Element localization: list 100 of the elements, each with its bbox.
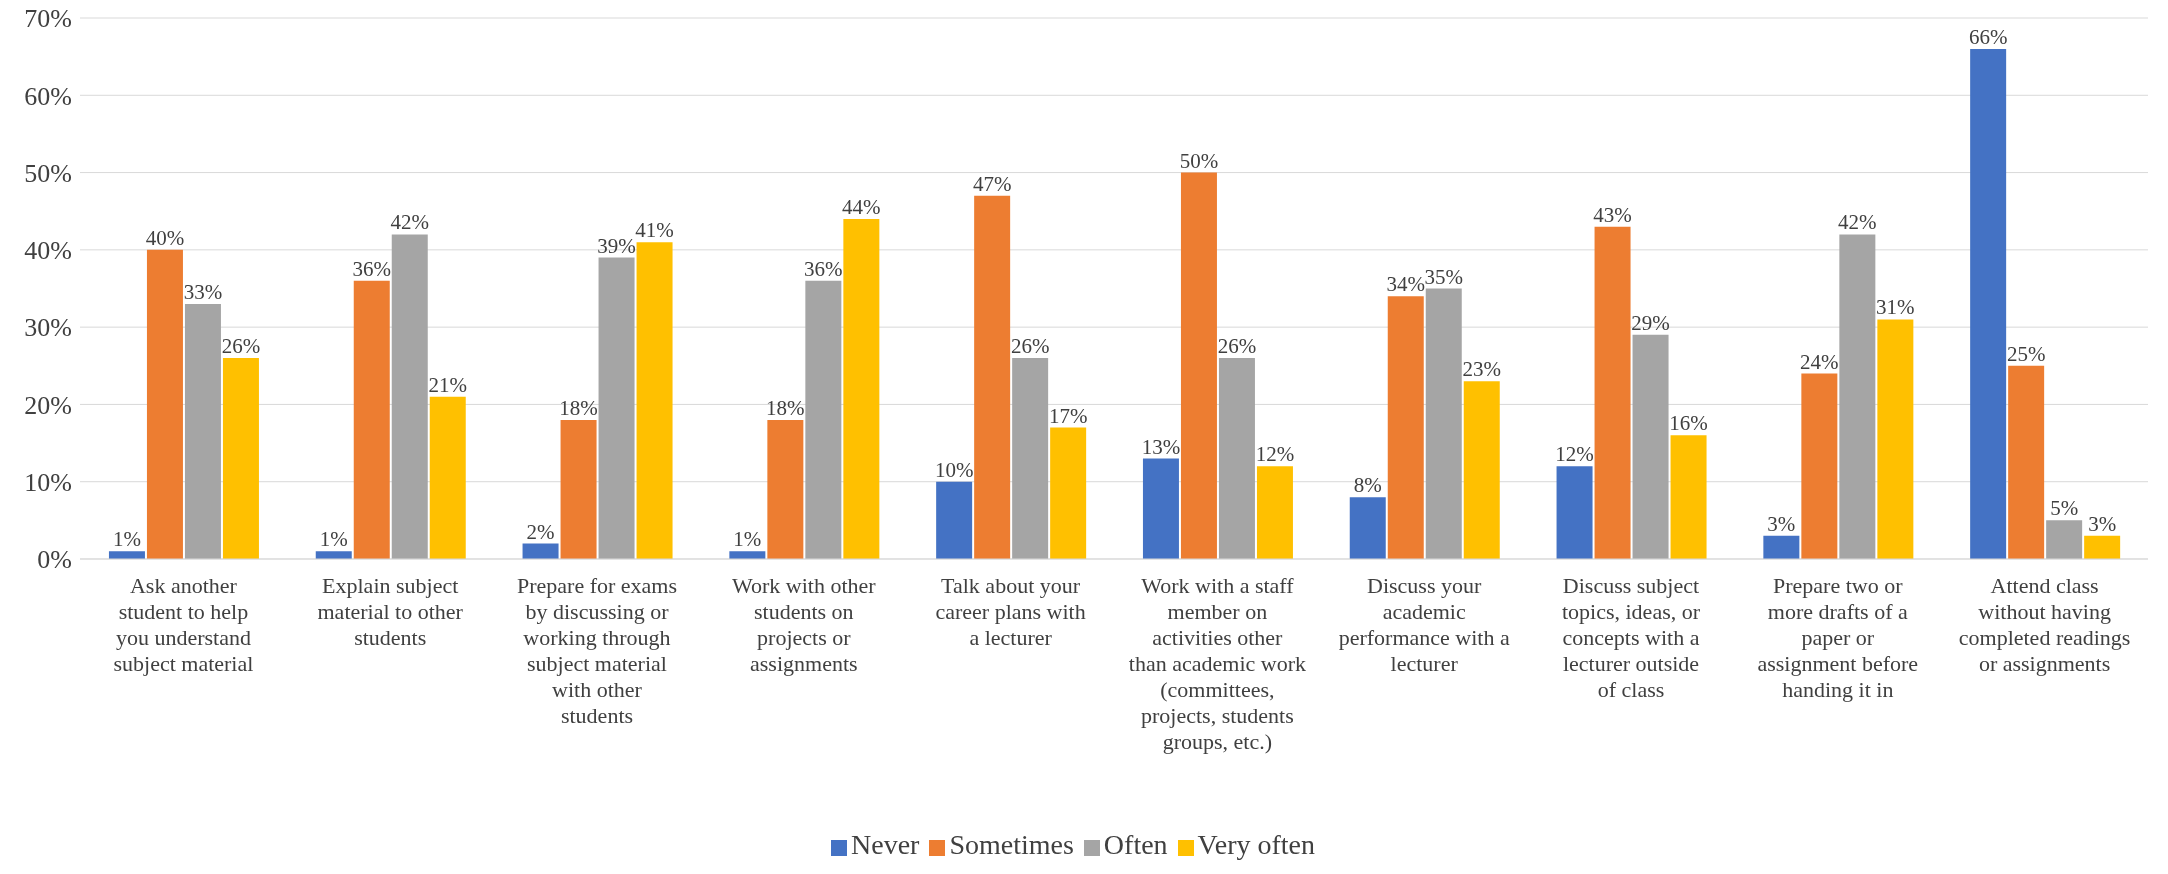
data-label: 1% — [733, 527, 762, 552]
data-label: 36% — [352, 256, 391, 281]
bar — [560, 419, 597, 559]
x-tick-label: Explain subject material to other students — [317, 573, 464, 650]
bar — [2084, 535, 2121, 559]
data-label: 26% — [221, 334, 261, 359]
bar — [353, 280, 390, 559]
data-label: 33% — [183, 279, 223, 304]
legend-label: Never — [850, 829, 920, 860]
bar — [805, 280, 842, 559]
x-tick-label: Work with a staff member on activities other than academic work (committees, projects, students groups, etc.) — [1128, 573, 1306, 754]
bar — [1218, 358, 1255, 559]
data-label: 1% — [319, 527, 348, 552]
x-tick-label: Work with other students on projects or assignments — [731, 573, 877, 676]
x-tick-label: Prepare two or more drafts of a paper or assignment before handing it in — [1757, 573, 1919, 702]
bar — [843, 218, 880, 559]
bar — [598, 257, 635, 559]
data-label: 12% — [1255, 442, 1295, 467]
bar — [1670, 435, 1707, 559]
bar — [1180, 172, 1217, 559]
data-label: 25% — [2006, 341, 2046, 366]
bar — [636, 242, 673, 559]
bar — [108, 551, 145, 559]
data-label: 42% — [1838, 210, 1877, 235]
bar — [429, 396, 466, 559]
data-label: 42% — [390, 210, 429, 235]
bar — [974, 195, 1011, 559]
x-tick-label: Attend class without having completed readings or assignments — [1958, 573, 2131, 676]
bar — [1877, 319, 1914, 559]
data-label: 31% — [1876, 295, 1915, 320]
bar — [1839, 234, 1876, 559]
data-label: 34% — [1386, 272, 1425, 297]
bar — [522, 543, 559, 559]
y-tick-label: 50% — [24, 158, 72, 188]
data-label: 50% — [1179, 148, 1219, 173]
data-label: 3% — [1767, 511, 1796, 536]
data-label: 12% — [1555, 442, 1594, 467]
y-tick-label: 0% — [37, 545, 72, 575]
data-label: 66% — [1968, 24, 2008, 49]
data-label: 5% — [2050, 496, 2079, 521]
bar — [146, 249, 183, 559]
y-tick-label: 30% — [24, 313, 72, 343]
bar — [936, 481, 973, 559]
data-label: 40% — [145, 225, 185, 250]
data-label: 2% — [526, 519, 555, 544]
bar — [2046, 520, 2083, 559]
data-label: 1% — [112, 527, 141, 552]
bar — [222, 358, 259, 559]
data-label: 23% — [1462, 357, 1501, 382]
bar — [1387, 296, 1424, 559]
data-label: 29% — [1631, 310, 1670, 335]
bar — [1556, 466, 1593, 559]
data-label: 17% — [1048, 403, 1088, 428]
bar — [1463, 381, 1500, 559]
data-label: 26% — [1010, 334, 1050, 359]
data-label: 13% — [1141, 434, 1181, 459]
legend-label: Sometimes — [949, 829, 1074, 860]
x-tick-label: Talk about your career plans with a lecturer — [935, 573, 1086, 650]
data-label: 35% — [1424, 264, 1463, 289]
bar — [1970, 48, 2007, 559]
data-label: 43% — [1593, 202, 1632, 227]
bar — [184, 303, 221, 559]
bar — [1425, 288, 1462, 559]
bar — [729, 551, 766, 559]
data-label: 18% — [766, 395, 805, 420]
y-tick-label: 70% — [24, 4, 72, 34]
data-label: 24% — [1800, 349, 1839, 374]
legend-label: Often — [1103, 829, 1168, 860]
data-label: 47% — [972, 171, 1012, 196]
bar — [1632, 334, 1669, 559]
data-label: 36% — [804, 256, 843, 281]
data-label: 41% — [635, 218, 674, 243]
data-label: 26% — [1217, 334, 1257, 359]
bar — [1594, 226, 1631, 559]
x-tick-label: Discuss subject topics, ideas, or concepts with a lecturer outside of class — [1561, 573, 1701, 702]
bar — [1763, 535, 1800, 559]
data-label: 3% — [2088, 511, 2117, 536]
data-label: 8% — [1353, 473, 1382, 498]
data-label: 21% — [428, 372, 467, 397]
bar — [315, 551, 352, 559]
bar — [1050, 427, 1087, 559]
data-label: 39% — [597, 233, 636, 258]
data-label: 16% — [1669, 411, 1708, 436]
bar — [1142, 458, 1179, 559]
bar — [391, 234, 428, 559]
bar — [767, 419, 804, 559]
data-label: 44% — [842, 194, 881, 219]
bar — [1801, 373, 1838, 559]
x-tick-label: Discuss your academic performance with a lecturer — [1338, 573, 1510, 676]
data-label: 10% — [934, 457, 974, 482]
legend-label: Very often — [1197, 829, 1316, 860]
data-label: 18% — [559, 395, 598, 420]
y-tick-label: 20% — [24, 390, 72, 420]
x-tick-label: Prepare for exams by discussing or working through subject material with other students — [516, 573, 678, 728]
bar — [1012, 358, 1049, 559]
bar — [1256, 466, 1293, 559]
bar — [2008, 365, 2045, 559]
y-tick-label: 60% — [24, 81, 72, 111]
bar — [1349, 497, 1386, 559]
x-tick-label: Ask another student to help you understand subject material — [113, 573, 254, 676]
